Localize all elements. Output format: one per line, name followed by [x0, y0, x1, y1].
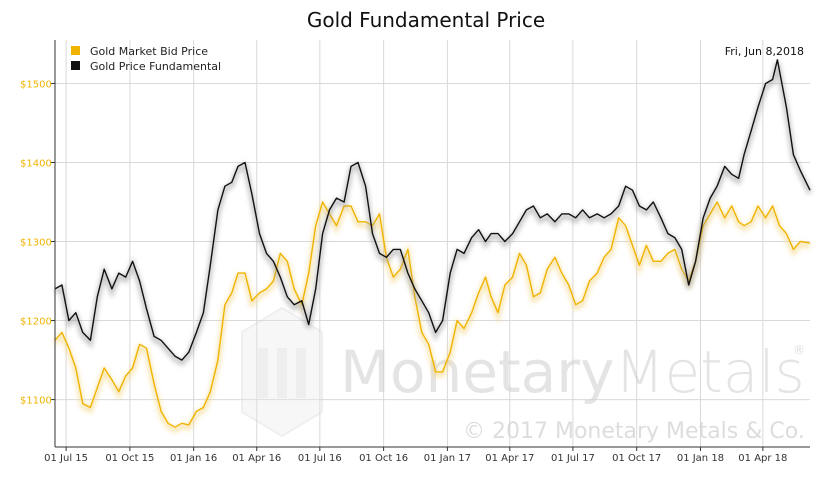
y-axis-ticks: $1100 $1200 $1300 $1400 $1500 [20, 79, 55, 407]
x-tick-label: 01 Jul 15 [44, 453, 88, 464]
x-tick-label: 01 Apr 17 [485, 453, 534, 464]
watermark-copyright: © 2017 Monetary Metals & Co. [463, 419, 805, 444]
x-tick-label: 01 Oct 16 [359, 453, 408, 464]
legend-label-gold-market-bid-price: Gold Market Bid Price [90, 45, 208, 58]
x-tick-label: 01 Oct 17 [612, 453, 661, 464]
x-tick-label: 01 Oct 15 [105, 453, 154, 464]
watermark-registered-mark: ® [793, 343, 805, 357]
x-tick-label: 01 Jul 17 [551, 453, 595, 464]
plot-area [55, 40, 810, 447]
y-tick-label: $1100 [20, 396, 52, 407]
legend-swatch-gold-price-fundamental [71, 61, 80, 70]
watermark-brand-part1: Monetary [340, 338, 614, 406]
x-tick-label: 01 Jan 18 [677, 453, 724, 464]
series-shadow-gold-market-bid-price [53, 198, 811, 434]
chart-title: Gold Fundamental Price [307, 8, 545, 32]
current-date-label: Fri, Jun 8,2018 [725, 45, 804, 58]
y-tick-label: $1200 [20, 317, 52, 328]
svg-text:MonetaryMetals: MonetaryMetals [340, 338, 805, 406]
legend-swatch-gold-market-bid-price [71, 46, 80, 55]
x-tick-label: 01 Jan 17 [424, 453, 471, 464]
x-axis-ticks: 01 Jul 15 01 Oct 15 01 Jan 16 01 Apr 16 01 J… [44, 447, 787, 464]
watermark: MonetaryMetals ® © 2017 Monetary Metals … [241, 306, 805, 444]
watermark-brand-part2: Metals [614, 338, 804, 406]
x-tick-label: 01 Jan 16 [170, 453, 217, 464]
x-tick-label: 01 Apr 16 [232, 453, 281, 464]
series-layer [53, 59, 813, 434]
y-tick-label: $1500 [20, 79, 52, 90]
watermark-logo [241, 306, 323, 438]
y-tick-label: $1300 [20, 238, 52, 249]
series-line-gold-price-fundamental [54, 59, 811, 361]
x-tick-label: 01 Jul 16 [298, 453, 342, 464]
legend-label-gold-price-fundamental: Gold Price Fundamental [90, 60, 221, 73]
x-tick-label: 01 Apr 18 [738, 453, 787, 464]
legend: Gold Market Bid Price Gold Price Fundame… [71, 45, 221, 73]
y-tick-label: $1400 [20, 158, 52, 169]
